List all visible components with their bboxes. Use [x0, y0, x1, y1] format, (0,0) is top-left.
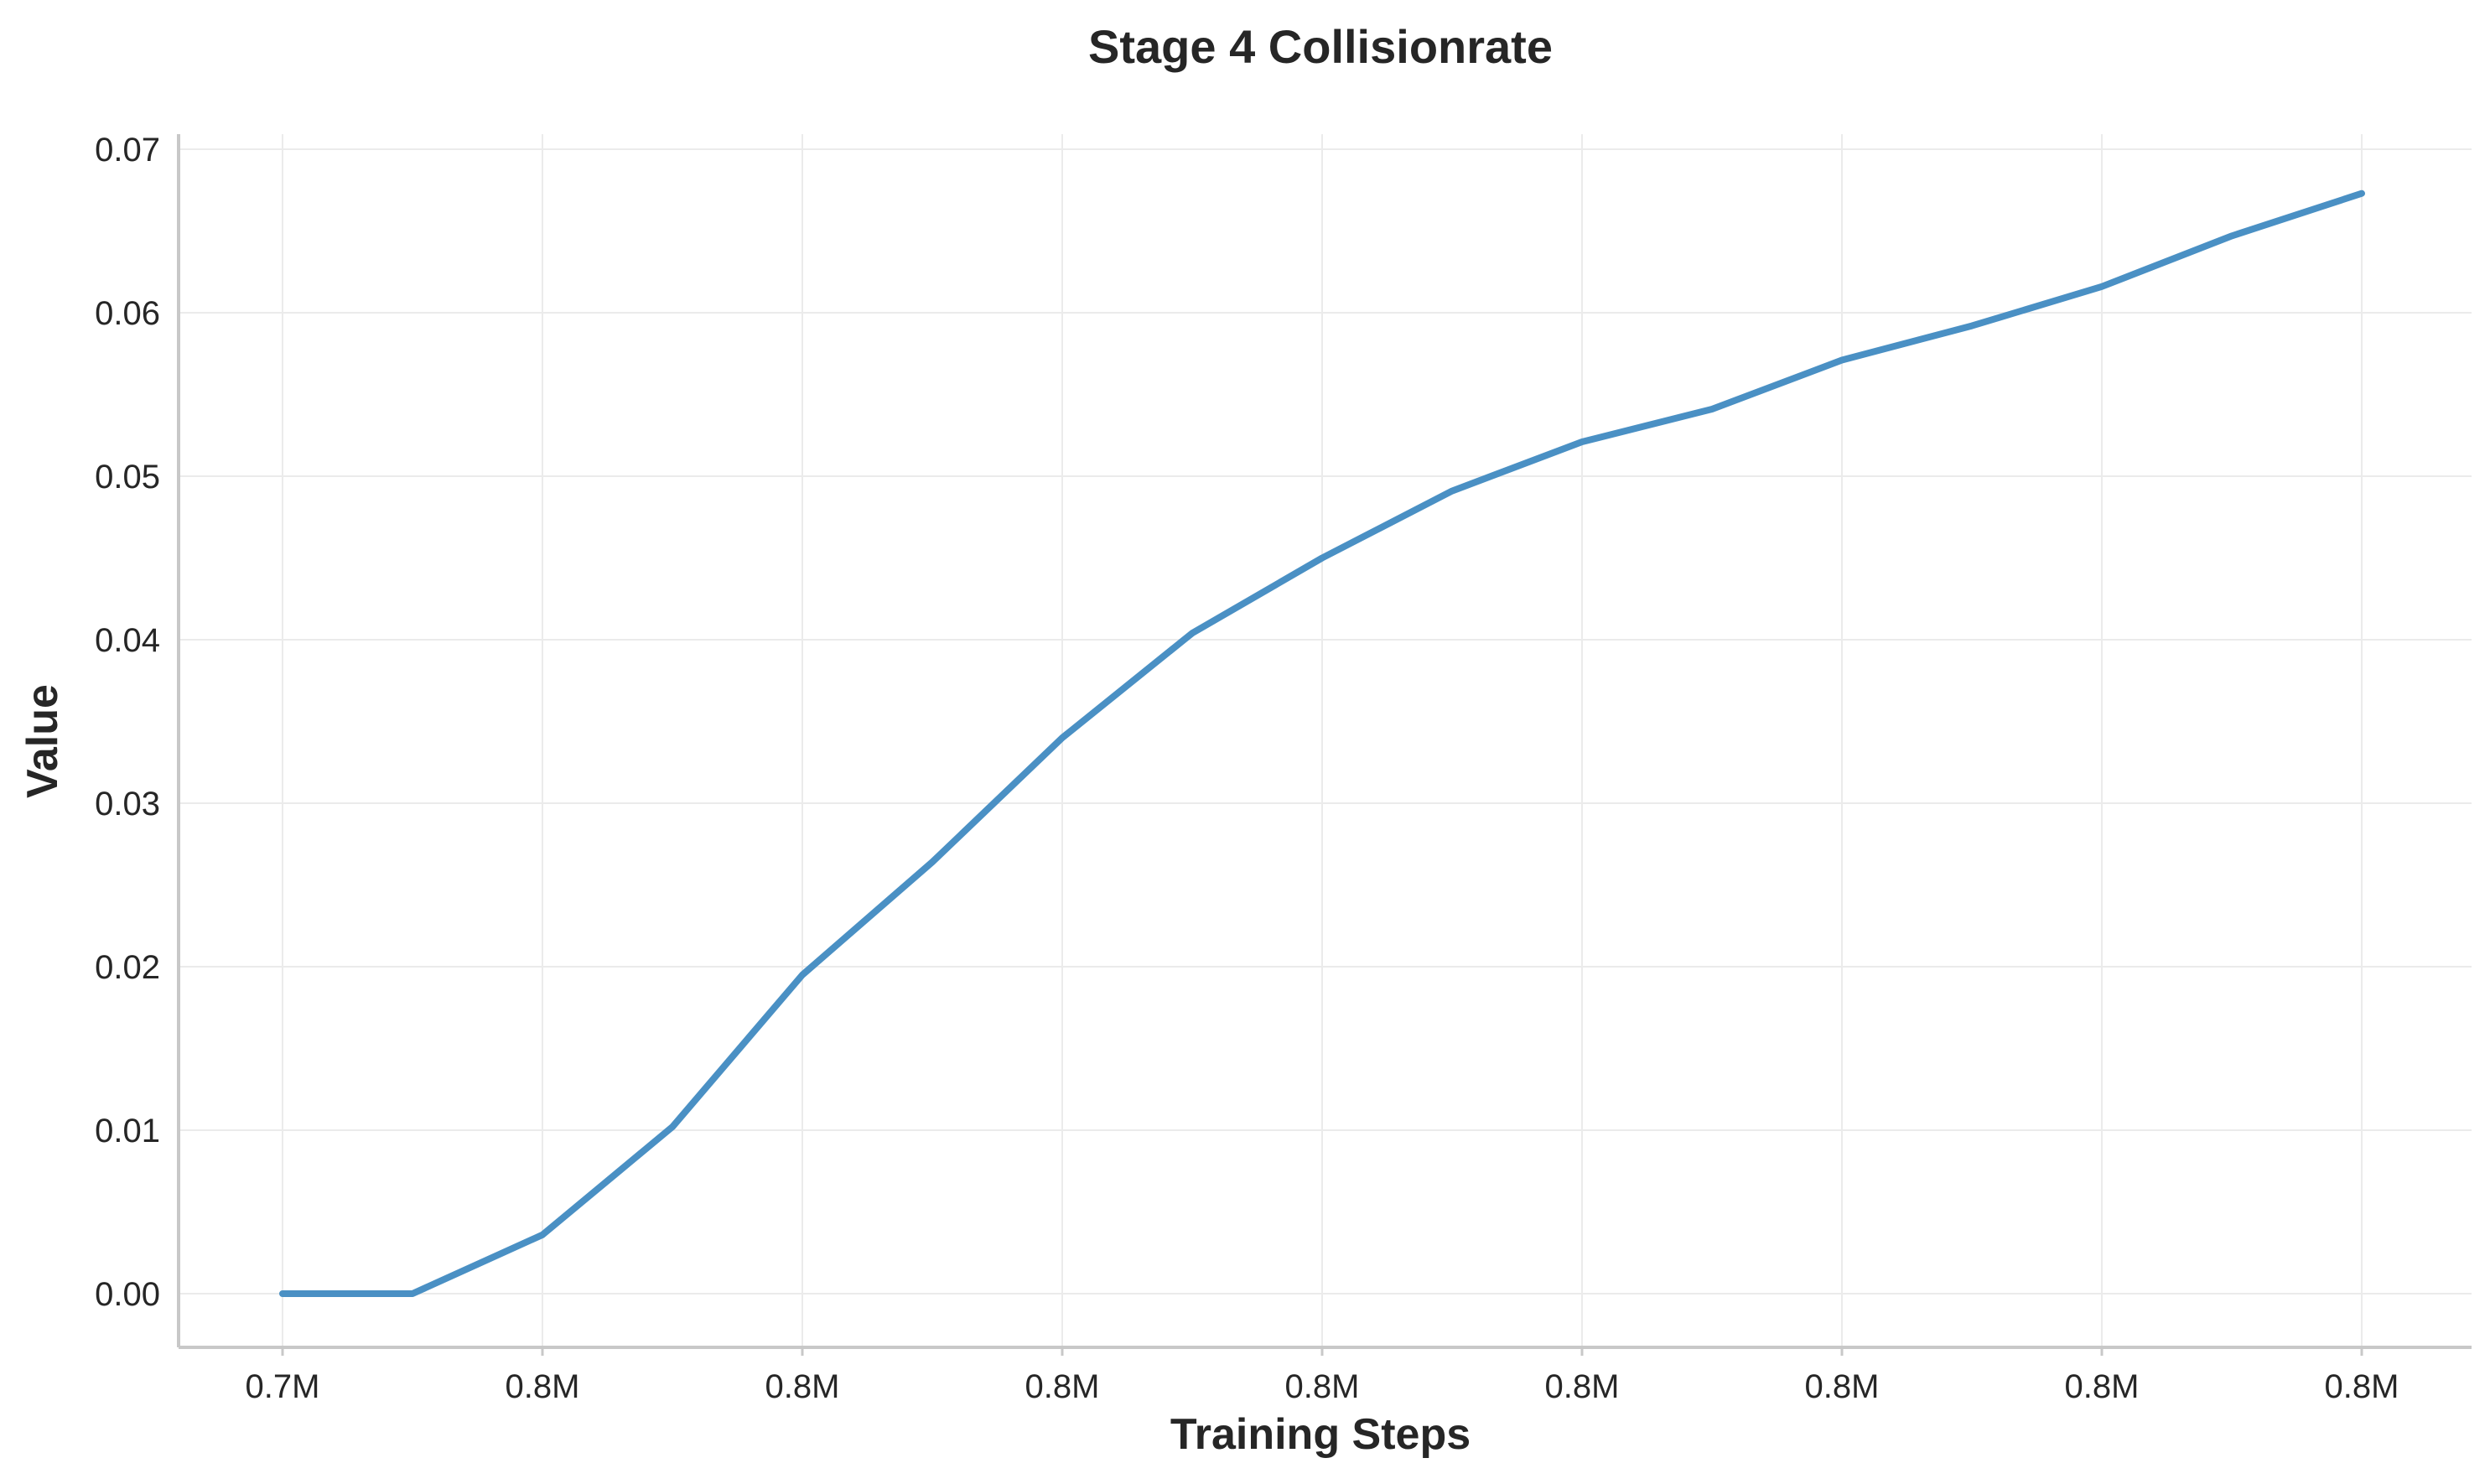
ticks: 0.00 0.01 0.02 0.03 0.04 0.05 0.06 0.07 0.7M 0.8M…: [95, 132, 2399, 1405]
grid: [179, 134, 2472, 1347]
x-tick-label: 0.8M: [1545, 1368, 1620, 1405]
y-tick-label: 0.03: [95, 786, 160, 822]
y-tick-label: 0.01: [95, 1113, 160, 1149]
y-axis-label: Value: [18, 684, 67, 798]
x-tick-label: 0.8M: [765, 1368, 840, 1405]
axes-spines: [177, 134, 2472, 1349]
y-tick-label: 0.04: [95, 622, 160, 659]
y-tick-label: 0.05: [95, 459, 160, 496]
x-tick-label: 0.7M: [246, 1368, 320, 1405]
x-tick-label: 0.8M: [1025, 1368, 1100, 1405]
y-tick-label: 0.07: [95, 132, 160, 169]
series: [279, 189, 2365, 1297]
x-axis-label: Training Steps: [1170, 1410, 1471, 1459]
series-line: [279, 189, 2365, 1297]
x-tick-label: 0.8M: [1805, 1368, 1880, 1405]
x-tick-label: 0.8M: [2065, 1368, 2140, 1405]
y-tick-label: 0.06: [95, 295, 160, 332]
chart-title: Stage 4 Collisionrate: [1088, 20, 1553, 73]
x-tick-label: 0.8M: [1285, 1368, 1360, 1405]
y-tick-label: 0.00: [95, 1276, 160, 1313]
y-tick-label: 0.02: [95, 949, 160, 986]
x-tick-label: 0.8M: [2325, 1368, 2399, 1405]
x-tick-label: 0.8M: [506, 1368, 580, 1405]
